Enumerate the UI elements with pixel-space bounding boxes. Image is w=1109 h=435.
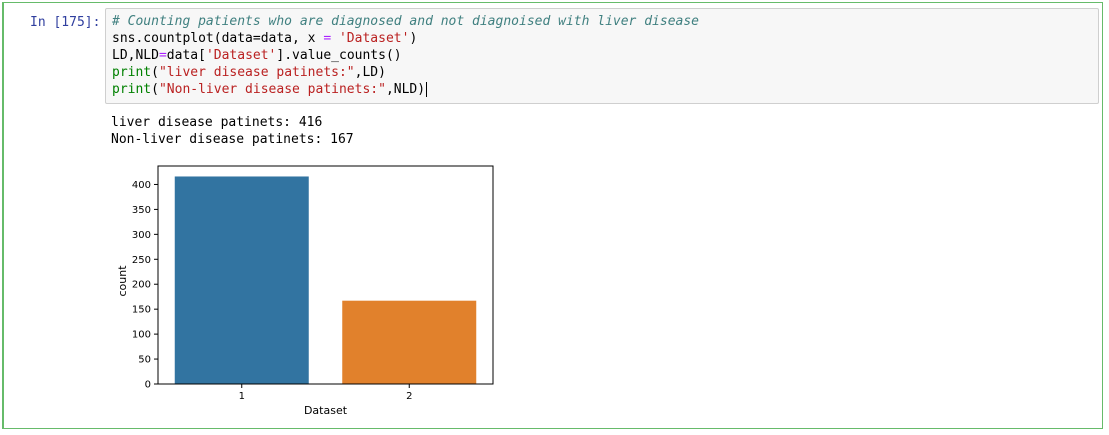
output-line-2: Non-liver disease patinets: 167 [111,132,354,147]
plot-frame [157,165,494,385]
code-editor[interactable]: # Counting patients who are diagnosed an… [105,8,1099,104]
output-line-1: liver disease patinets: 416 [111,115,323,130]
code-token: ,NLD) [385,82,426,97]
code-token: ( [151,82,159,97]
code-token [331,31,339,46]
y-tick-label-400: 400 [132,180,151,191]
y-tick-label-100: 100 [132,330,151,341]
code-token: data[ [166,48,206,63]
text-cursor [426,82,428,97]
code-token: LD,NLD [112,48,159,63]
code-string: "Non-liver disease patinets:" [158,82,386,97]
y-tick-label-350: 350 [132,205,151,216]
code-token: ,LD) [354,65,386,80]
code-token: ].value_counts() [276,48,402,63]
code-line-1: # Counting patients who are diagnosed an… [112,13,699,30]
y-tick-label-300: 300 [132,230,151,241]
y-tick-label-50: 50 [138,355,151,366]
y-tick-label-150: 150 [132,305,151,316]
input-prompt: In [175]: [30,15,101,30]
y-axis-label: count [116,265,129,297]
code-line-4: print("liver disease patinets:",LD) [112,64,386,81]
x-tick-label-2: 2 [406,391,412,402]
code-token: sns.countplot(data=data, x [112,31,324,46]
x-tick-label-1: 1 [239,391,245,402]
bar-1 [174,176,309,384]
code-string: "liver disease patinets:" [158,65,355,80]
y-tick-label-0: 0 [145,380,151,391]
code-line-2: sns.countplot(data=data, x = 'Dataset') [112,30,417,47]
bar-2 [342,300,477,384]
code-string: 'Dataset' [205,48,277,63]
code-token: ( [151,65,159,80]
code-comment: # Counting patients who are diagnosed an… [112,14,699,29]
x-axis-label: Dataset [304,404,348,417]
y-tick-label-250: 250 [132,255,151,266]
code-string: 'Dataset' [338,31,410,46]
code-token: ) [409,31,418,46]
y-tick-label-200: 200 [132,280,151,291]
code-builtin: print [112,65,152,80]
code-line-5: print("Non-liver disease patinets:",NLD) [112,81,428,98]
code-operator: = [323,31,332,46]
code-builtin: print [112,82,152,97]
code-operator: = [158,48,167,63]
code-line-3: LD,NLD=data['Dataset'].value_counts() [112,47,402,64]
countplot-chart: 1 2 0 50 100 150 200 250 300 350 400 Dataset count [116,165,494,417]
